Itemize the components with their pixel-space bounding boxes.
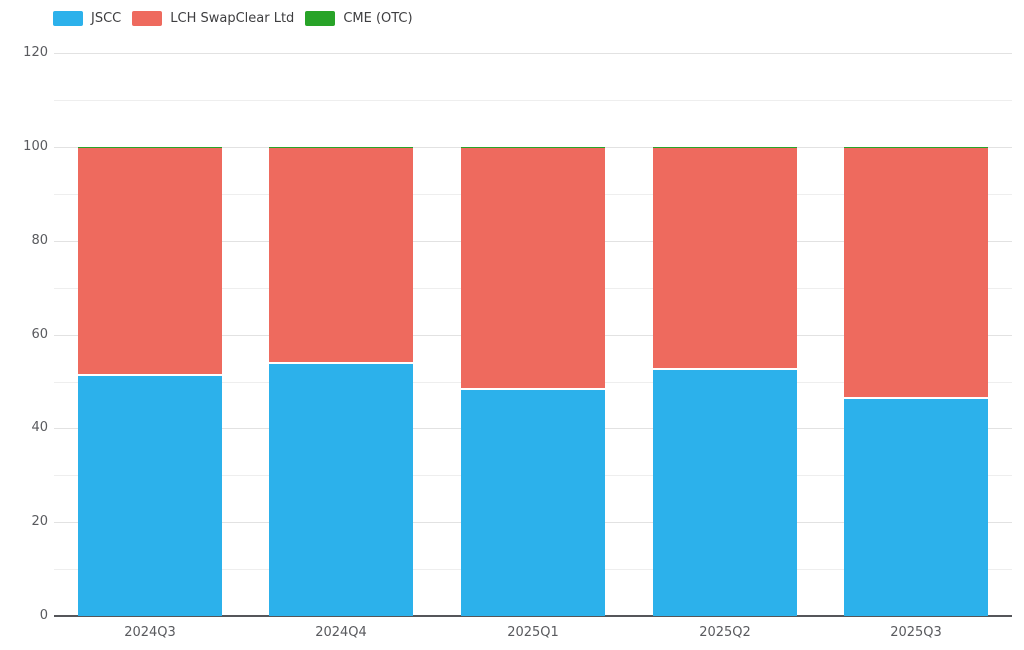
bar-segment-cme-otc[interactable]: [653, 146, 797, 149]
y-axis-tick-label: 60: [31, 327, 48, 342]
legend-swatch-icon: [132, 11, 163, 26]
bar-segment-jscc[interactable]: [461, 389, 605, 616]
chart-legend: JSCC LCH SwapClear Ltd CME (OTC): [53, 11, 413, 26]
bar-group-2025q2[interactable]: [653, 146, 797, 616]
x-axis-tick-label: 2024Q3: [124, 625, 176, 640]
bar-group-2024q3[interactable]: [78, 146, 222, 616]
bar-segment-jscc[interactable]: [78, 375, 222, 616]
bar-segment-lch-swapclear-ltd[interactable]: [844, 148, 988, 398]
legend-item-label: CME (OTC): [343, 11, 413, 26]
bar-segment-jscc[interactable]: [653, 369, 797, 616]
x-axis-tick-label: 2025Q3: [890, 625, 942, 640]
gridline-y-110: [54, 100, 1012, 101]
bar-segment-divider: [461, 388, 605, 391]
legend-item-cme-otc[interactable]: CME (OTC): [305, 11, 413, 26]
x-axis-tick-label: 2025Q2: [699, 625, 751, 640]
y-axis-tick-label: 0: [39, 608, 48, 623]
bar-segment-divider: [269, 361, 413, 364]
bar-segment-lch-swapclear-ltd[interactable]: [269, 148, 413, 363]
legend-swatch-icon: [305, 11, 336, 26]
y-axis-tick-label: 120: [23, 45, 48, 60]
x-axis-tick-label: 2025Q1: [507, 625, 559, 640]
legend-item-label: LCH SwapClear Ltd: [170, 11, 295, 26]
bar-segment-cme-otc[interactable]: [844, 146, 988, 149]
bar-group-2025q3[interactable]: [844, 146, 988, 616]
bar-group-2024q4[interactable]: [269, 146, 413, 616]
bar-segment-lch-swapclear-ltd[interactable]: [78, 148, 222, 376]
bar-segment-jscc[interactable]: [844, 397, 988, 616]
y-axis-tick-label: 40: [31, 420, 48, 435]
legend-swatch-icon: [53, 11, 83, 26]
y-axis-tick-label: 80: [31, 233, 48, 248]
bar-segment-divider: [78, 374, 222, 377]
y-axis-tick-label: 100: [23, 139, 48, 154]
bar-segment-jscc[interactable]: [269, 362, 413, 616]
y-axis-tick-label: 20: [31, 514, 48, 529]
bar-segment-cme-otc[interactable]: [269, 146, 413, 149]
bar-segment-cme-otc[interactable]: [78, 146, 222, 149]
gridline-y-120: [54, 53, 1012, 54]
bar-segment-divider: [653, 368, 797, 371]
bar-group-2025q1[interactable]: [461, 146, 605, 616]
bar-segment-cme-otc[interactable]: [461, 146, 605, 149]
bar-segment-lch-swapclear-ltd[interactable]: [461, 148, 605, 390]
bar-segment-divider: [844, 396, 988, 399]
bar-segment-lch-swapclear-ltd[interactable]: [653, 148, 797, 370]
x-axis-line: [54, 615, 1012, 617]
legend-item-lch-swapclear-ltd[interactable]: LCH SwapClear Ltd: [132, 11, 294, 26]
x-axis-tick-label: 2024Q4: [315, 625, 367, 640]
legend-item-jscc[interactable]: JSCC: [53, 11, 121, 26]
legend-item-label: JSCC: [91, 11, 122, 26]
